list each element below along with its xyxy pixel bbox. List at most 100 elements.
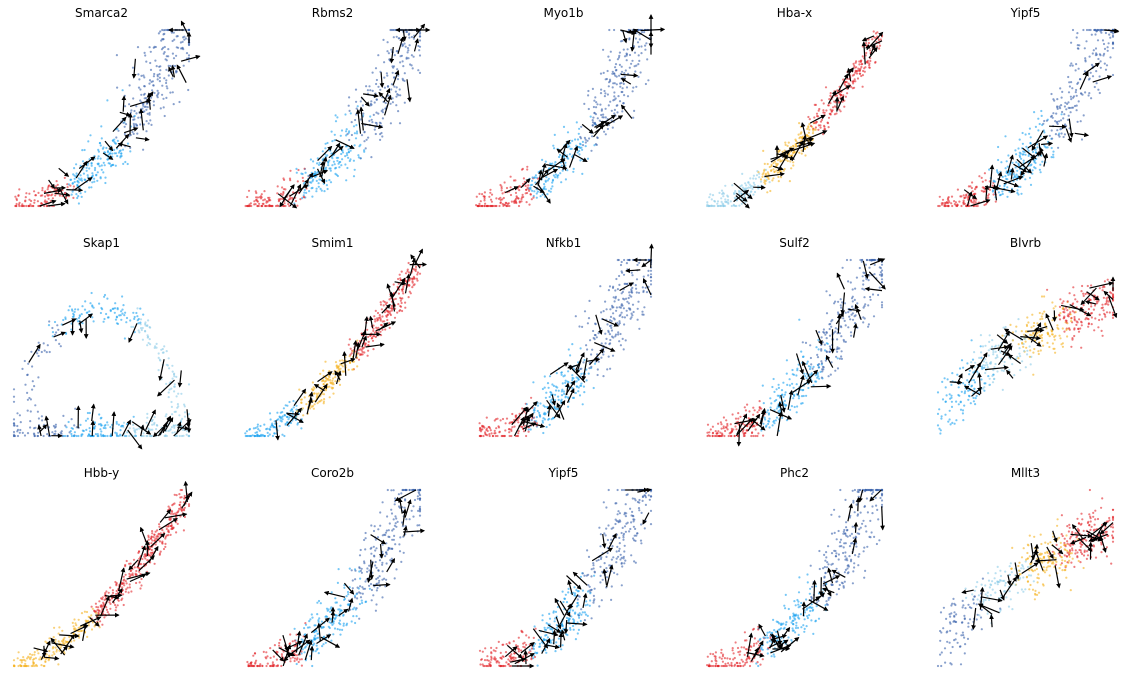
- cell-point: [181, 428, 184, 431]
- cell-point: [637, 45, 641, 48]
- cell-point: [865, 278, 868, 281]
- cell-point: [54, 339, 58, 342]
- cell-point: [134, 431, 137, 434]
- cell-point: [132, 97, 135, 100]
- cell-point: [649, 295, 653, 298]
- cell-point: [132, 427, 135, 430]
- cell-point: [350, 121, 353, 124]
- cell-point: [155, 342, 158, 345]
- cell-point: [834, 369, 837, 372]
- cell-point: [277, 418, 280, 421]
- cell-point: [763, 179, 766, 182]
- cell-point: [756, 411, 759, 414]
- velocity-arrow: [176, 64, 187, 83]
- cell-point: [768, 165, 771, 169]
- cell-point: [303, 167, 306, 170]
- cell-point: [26, 373, 29, 377]
- cell-point: [561, 169, 564, 172]
- cell-point: [37, 341, 40, 344]
- cell-point: [827, 126, 830, 129]
- cell-point: [37, 376, 40, 379]
- cell-point: [82, 172, 85, 175]
- cell-point: [752, 177, 755, 180]
- cell-point: [1033, 111, 1036, 114]
- cell-point: [794, 138, 797, 141]
- cell-point: [839, 93, 842, 97]
- cell-point: [168, 367, 171, 370]
- cell-point: [488, 427, 492, 430]
- cell-point: [157, 32, 160, 35]
- cell-points: [937, 28, 1115, 208]
- cell-point: [638, 261, 641, 264]
- cell-point: [724, 198, 727, 201]
- cell-point: [805, 362, 809, 365]
- cell-point: [535, 192, 538, 195]
- cell-point: [626, 48, 629, 51]
- cell-point: [750, 434, 753, 438]
- cell-point: [844, 95, 848, 98]
- cell-point: [771, 385, 774, 389]
- cell-point: [1090, 97, 1093, 100]
- cell-point: [165, 79, 168, 82]
- cell-point: [506, 202, 509, 206]
- cell-point: [322, 383, 325, 386]
- cell-point: [1067, 75, 1070, 79]
- cell-point: [151, 423, 154, 426]
- cell-point: [847, 280, 850, 283]
- cell-point: [51, 431, 54, 434]
- cell-point: [752, 413, 755, 416]
- cell-point: [850, 334, 853, 337]
- cell-point: [284, 188, 287, 191]
- cell-point: [615, 277, 618, 281]
- cell-point: [48, 194, 51, 197]
- cell-point: [564, 379, 567, 382]
- cell-point: [851, 80, 854, 83]
- cell-point: [344, 145, 348, 148]
- cell-point: [602, 310, 605, 313]
- cell-point: [154, 45, 157, 49]
- cell-point: [417, 69, 420, 72]
- cell-point: [557, 398, 560, 401]
- cell-point: [1034, 125, 1037, 128]
- cell-point: [851, 305, 854, 308]
- cell-point: [352, 175, 356, 178]
- cell-point: [768, 181, 771, 184]
- cell-point: [785, 404, 788, 407]
- cell-point: [279, 192, 283, 195]
- cell-point: [606, 368, 609, 371]
- cell-point: [744, 409, 748, 412]
- cell-point: [566, 396, 570, 399]
- cell-point: [105, 312, 108, 316]
- cell-point: [568, 153, 572, 156]
- cell-point: [1053, 99, 1056, 102]
- cell-point: [354, 113, 358, 116]
- cell-point: [566, 169, 569, 172]
- cell-point: [1042, 122, 1045, 125]
- cell-point: [115, 315, 118, 318]
- cell-point: [576, 151, 579, 154]
- cell-point: [645, 291, 649, 294]
- cell-point: [412, 284, 415, 287]
- cell-point: [867, 279, 870, 282]
- cell-point: [300, 398, 303, 401]
- cell-point: [129, 319, 132, 322]
- cell-point: [829, 373, 832, 376]
- cell-point: [974, 188, 977, 191]
- cell-point: [1060, 127, 1063, 130]
- cell-point: [614, 69, 618, 72]
- cell-point: [975, 186, 978, 189]
- cell-point: [399, 305, 402, 308]
- panel-title: Myo1b: [543, 6, 583, 20]
- cell-point: [632, 116, 635, 119]
- cell-point: [532, 381, 535, 384]
- cell-point: [542, 404, 545, 407]
- cell-point: [159, 107, 162, 110]
- cell-point: [167, 357, 170, 360]
- cell-point: [640, 52, 643, 55]
- cell-point: [312, 160, 315, 163]
- cell-point: [610, 326, 613, 329]
- cell-point: [12, 400, 16, 403]
- cell-point: [56, 324, 59, 327]
- cell-point: [583, 136, 587, 139]
- cell-point: [125, 316, 129, 320]
